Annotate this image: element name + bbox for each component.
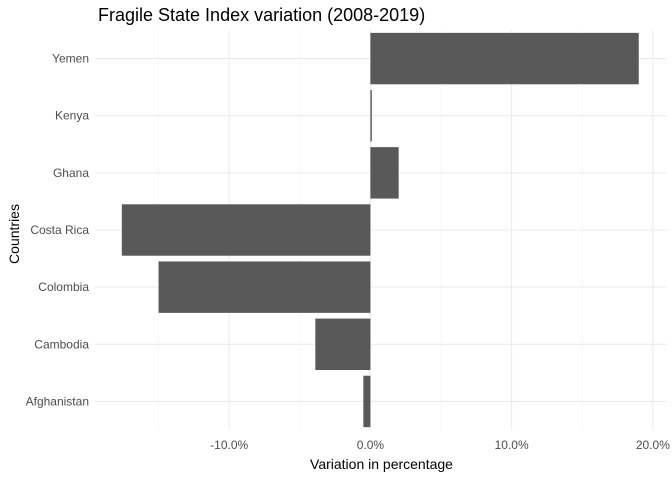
- x-tick-label: -10.0%: [210, 438, 248, 452]
- x-tick-label: 0.0%: [357, 438, 385, 452]
- x-tick-label: 20.0%: [636, 438, 670, 452]
- bar-yemen: [370, 32, 639, 85]
- bar-cambodia: [315, 318, 371, 370]
- y-tick-label: Kenya: [55, 109, 89, 123]
- x-tick-label: 10.0%: [495, 438, 529, 452]
- y-tick-label: Cambodia: [34, 337, 89, 351]
- y-tick-label: Costa Rica: [30, 223, 89, 237]
- bar-kenya: [370, 90, 372, 142]
- bar-ghana: [370, 147, 399, 199]
- bars: [121, 32, 639, 428]
- x-tick-labels: -10.0% 0.0% 10.0% 20.0%: [210, 438, 670, 452]
- bar-afghanistan: [363, 375, 371, 428]
- bar-costa-rica: [121, 204, 371, 256]
- y-tick-label: Afghanistan: [26, 394, 89, 408]
- x-axis-title: Variation in percentage: [310, 456, 453, 472]
- bar-colombia: [158, 261, 371, 313]
- y-tick-label: Yemen: [52, 52, 89, 66]
- y-tick-label: Colombia: [38, 280, 89, 294]
- y-axis-title: Countries: [6, 204, 22, 264]
- y-tick-label: Ghana: [53, 166, 89, 180]
- chart-title: Fragile State Index variation (2008-2019…: [98, 5, 425, 25]
- y-tick-labels: Afghanistan Cambodia Colombia Costa Rica Gha…: [26, 52, 90, 409]
